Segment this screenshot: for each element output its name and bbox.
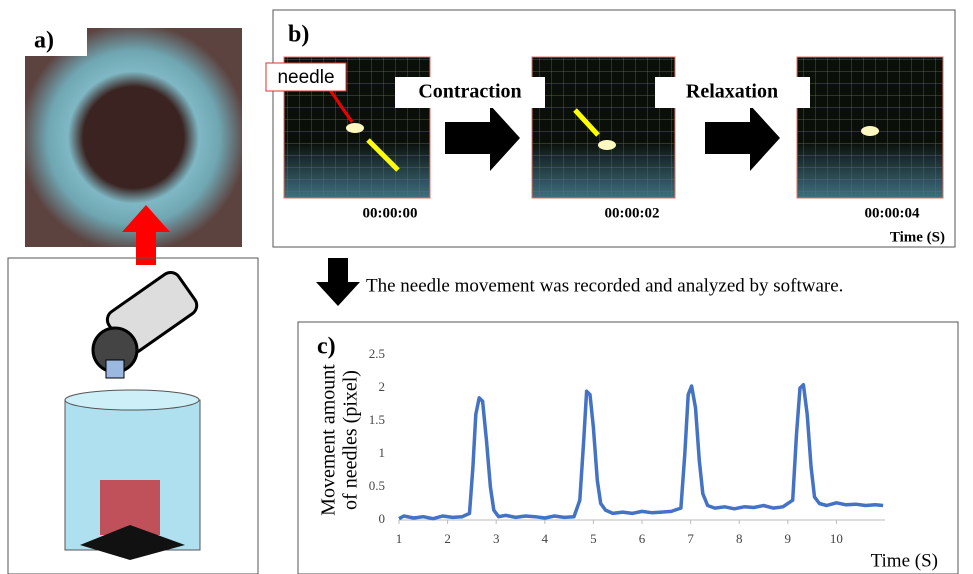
y-tick-label: 0.5 <box>369 478 385 493</box>
y-tick-label: 2 <box>379 379 386 394</box>
tissue-photo <box>25 28 242 247</box>
y-axis-title: Movement amount <box>318 364 340 516</box>
arrow <box>445 105 520 171</box>
x-tick-label: 5 <box>590 531 597 546</box>
panel-label: b) <box>288 22 309 48</box>
panel-label: c) <box>317 334 336 360</box>
label-box <box>655 77 810 108</box>
needle-label-box <box>265 62 347 92</box>
x-tick-label: 6 <box>639 531 646 546</box>
x-tick-label: 9 <box>785 531 792 546</box>
camera <box>91 270 199 379</box>
red-arrow <box>122 205 170 265</box>
y-tick-label: 1.5 <box>369 412 385 427</box>
contraction-label: Contraction <box>418 81 521 103</box>
x-tick-label: 10 <box>830 531 843 546</box>
relaxation-label: Relaxation <box>686 81 778 103</box>
x-tick-label: 8 <box>736 531 743 546</box>
panel-c-box <box>297 321 959 574</box>
time-label: Time (S) <box>890 229 945 245</box>
arrow <box>705 105 780 171</box>
data-line <box>398 382 884 521</box>
arrow-caption: The needle movement was recorded and ana… <box>366 275 843 296</box>
needle-label: needle <box>277 67 334 88</box>
x-tick-label: 7 <box>687 531 694 546</box>
x-tick-label: 1 <box>396 531 403 546</box>
label-box <box>395 77 545 108</box>
y-tick-label: 0 <box>379 511 386 526</box>
x-tick-label: 3 <box>493 531 500 546</box>
down-arrow <box>316 258 360 306</box>
panel-label: a) <box>34 28 54 54</box>
panel-b-box <box>272 9 956 248</box>
x-tick-label: 2 <box>444 531 451 546</box>
x-tick-label: 4 <box>542 531 549 546</box>
y-tick-label: 2.5 <box>369 346 385 361</box>
y-tick-label: 1 <box>379 445 386 460</box>
timestamp: 00:00:02 <box>605 205 660 221</box>
y-axis-title: of needles (pixel) <box>340 370 362 510</box>
video-frames <box>283 56 944 199</box>
x-axis-title: Time (S) <box>871 550 938 571</box>
timestamp: 00:00:04 <box>865 205 920 221</box>
beaker <box>64 389 201 560</box>
timestamp: 00:00:00 <box>363 205 418 221</box>
label-bg <box>25 28 87 56</box>
setup-box <box>7 257 259 574</box>
